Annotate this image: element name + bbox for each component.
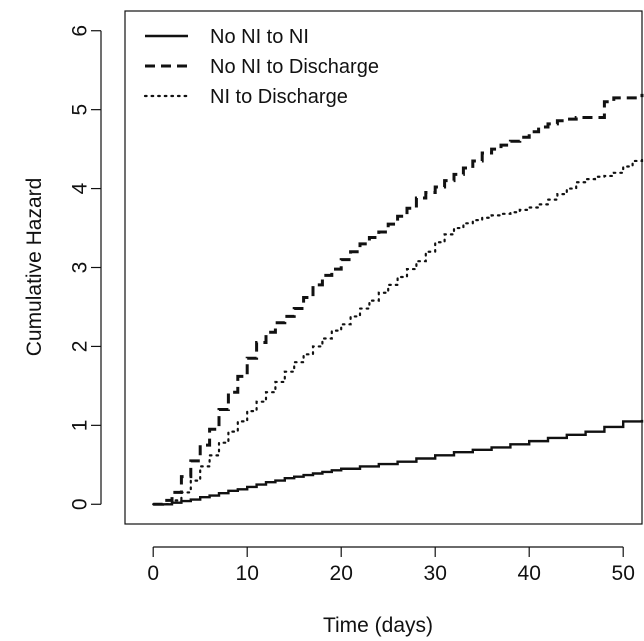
legend: No NI to NI No NI to Discharge NI to Dis…: [143, 26, 379, 108]
plot-frame: [124, 10, 643, 525]
legend-label-ni-to-discharge: NI to Discharge: [210, 86, 348, 108]
legend-label-no-ni-to-ni: No NI to NI: [210, 26, 309, 48]
x-tick-label: 10: [236, 562, 259, 585]
series-layer: [152, 93, 644, 506]
axis-layer: 0 10 20 30 40 50 0 1 2 3 4 5 6: [69, 25, 635, 585]
x-tick-label: 50: [612, 562, 635, 585]
series-line-no-ni-to-ni: [153, 419, 644, 506]
y-tick-label: 6: [69, 25, 92, 37]
series-line-ni-to-discharge: [152, 154, 644, 506]
x-tick-label: 20: [330, 562, 353, 585]
y-tick-label: 3: [69, 262, 92, 274]
x-tick-label: 0: [147, 562, 159, 585]
x-tick-label: 40: [518, 562, 541, 585]
y-tick-label: 1: [69, 420, 92, 432]
series-line-no-ni-to-discharge: [153, 93, 644, 506]
x-tick-label: 30: [424, 562, 447, 585]
y-axis-label: Cumulative Hazard: [23, 178, 46, 357]
legend-label-no-ni-to-discharge: No NI to Discharge: [210, 56, 379, 78]
y-tick-label: 5: [69, 104, 92, 116]
x-axis-label: Time (days): [323, 614, 433, 637]
y-tick-label: 2: [69, 341, 92, 353]
y-tick-label: 4: [69, 182, 92, 194]
y-tick-label: 0: [69, 498, 92, 510]
